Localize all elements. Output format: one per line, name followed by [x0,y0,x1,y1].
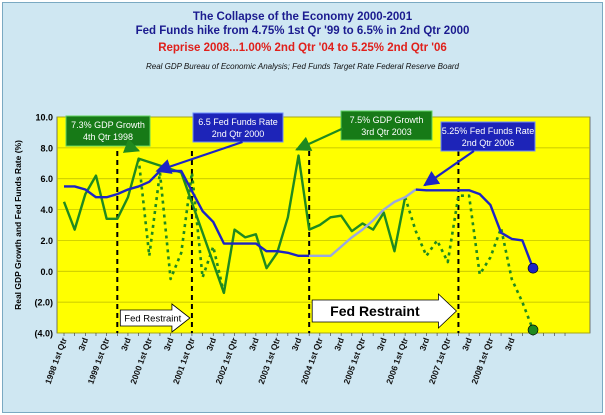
x-tick-label: 2004 1st Qtr [299,336,325,386]
callout-gdp: 7.3% GDP Growth 4th Qtr 1998 [65,115,151,153]
x-tick-label: 3rd [503,336,517,352]
callout-text: 6.5 Fed Funds Rate [198,117,278,127]
x-tick-label: 2000 1st Qtr [128,336,154,386]
x-tick-label: 3rd [204,336,218,352]
fed-funds-line-hike [309,188,417,258]
callout-fed-funds: 6.5 Fed Funds Rate 2nd Qtr 2000 [155,112,284,174]
x-tick-label: 3rd [332,336,346,352]
y-axis-label: Real GDP Growth and Fed Funds Rate (%) [13,140,23,310]
gdp-growth-line-dotted [403,194,535,331]
callout-text: 7.5% GDP Growth [350,115,424,125]
callout-pointer [423,150,475,187]
gdp-growth-line-dotted [137,158,226,294]
y-tick-label: 4.0 [40,205,53,215]
callout-text: 5.25% Fed Funds Rate [442,126,535,136]
x-tick-label: 1999 1st Qtr [85,336,111,386]
y-tick-label: 2.0 [40,236,53,246]
x-tick-label: 1998 1st Qtr [43,336,69,386]
x-tick-label: 2003 1st Qtr [256,336,282,386]
x-tick-label: 2008 1st Qtr [469,336,495,386]
fed-restraint-arrow [311,293,458,329]
callout-text: 4th Qtr 1998 [83,132,133,142]
chart-title: The Collapse of the Economy 2000-2001 [192,11,413,23]
callout-box [440,121,536,152]
callout-text: 7.3% GDP Growth [71,120,145,130]
fed-restraint-label: Fed Restraint [124,314,181,325]
plot-area [56,116,591,334]
y-tick-label: 0.0 [40,267,53,277]
fed-restraint-arrow [119,303,191,333]
callout-pointer [122,138,141,153]
callout-fed-funds: 5.25% Fed Funds Rate 2nd Qtr 2006 [423,121,536,187]
x-tick-label: 2007 1st Qtr [427,336,453,386]
x-tick-label: 3rd [460,336,474,352]
x-tick-label: 2002 1st Qtr [213,336,239,386]
chart-source-note: Real GDP Bureau of Economic Analysis; Fe… [145,62,460,71]
y-tick-label: (2.0) [34,298,53,308]
gdp-growth-line [62,154,407,295]
callout-gdp: 7.5% GDP Growth 3rd Qtr 2003 [295,110,433,151]
callout-text: 3rd Qtr 2003 [361,127,412,137]
callout-pointer [155,140,243,174]
fed-funds-line [415,188,535,269]
x-tick-label: 3rd [247,336,261,352]
x-tick-label: 2005 1st Qtr [341,336,367,386]
chart-subtitle: Fed Funds hike from 4.75% 1st Qr '99 to … [135,25,470,37]
y-tick-label: (4.0) [34,329,53,339]
series-end-marker [527,262,539,274]
callout-box [192,112,284,143]
callout-text: 2nd Qtr 2006 [462,138,515,148]
x-tick-label: 2001 1st Qtr [171,336,197,386]
series-end-marker [527,324,539,336]
x-tick-label: 2006 1st Qtr [384,336,410,386]
callout-pointer [295,127,344,151]
chart-reprise-subtitle: Reprise 2008...1.00% 2nd Qtr '04 to 5.25… [158,42,447,54]
y-tick-label: 6.0 [40,174,53,184]
x-tick-label: 3rd [417,336,431,352]
y-tick-label: 10.0 [35,113,53,123]
x-tick-label: 3rd [162,336,176,352]
callout-box [340,110,433,141]
y-tick-label: 8.0 [40,143,53,153]
callout-text: 2nd Qtr 2000 [212,129,265,139]
x-tick-label: 3rd [375,336,389,352]
fed-restraint-label: Fed Restraint [330,303,420,319]
x-tick-label: 3rd [289,336,303,352]
x-tick-label: 3rd [76,336,90,352]
x-tick-label: 3rd [119,336,133,352]
fed-funds-line [64,169,310,258]
